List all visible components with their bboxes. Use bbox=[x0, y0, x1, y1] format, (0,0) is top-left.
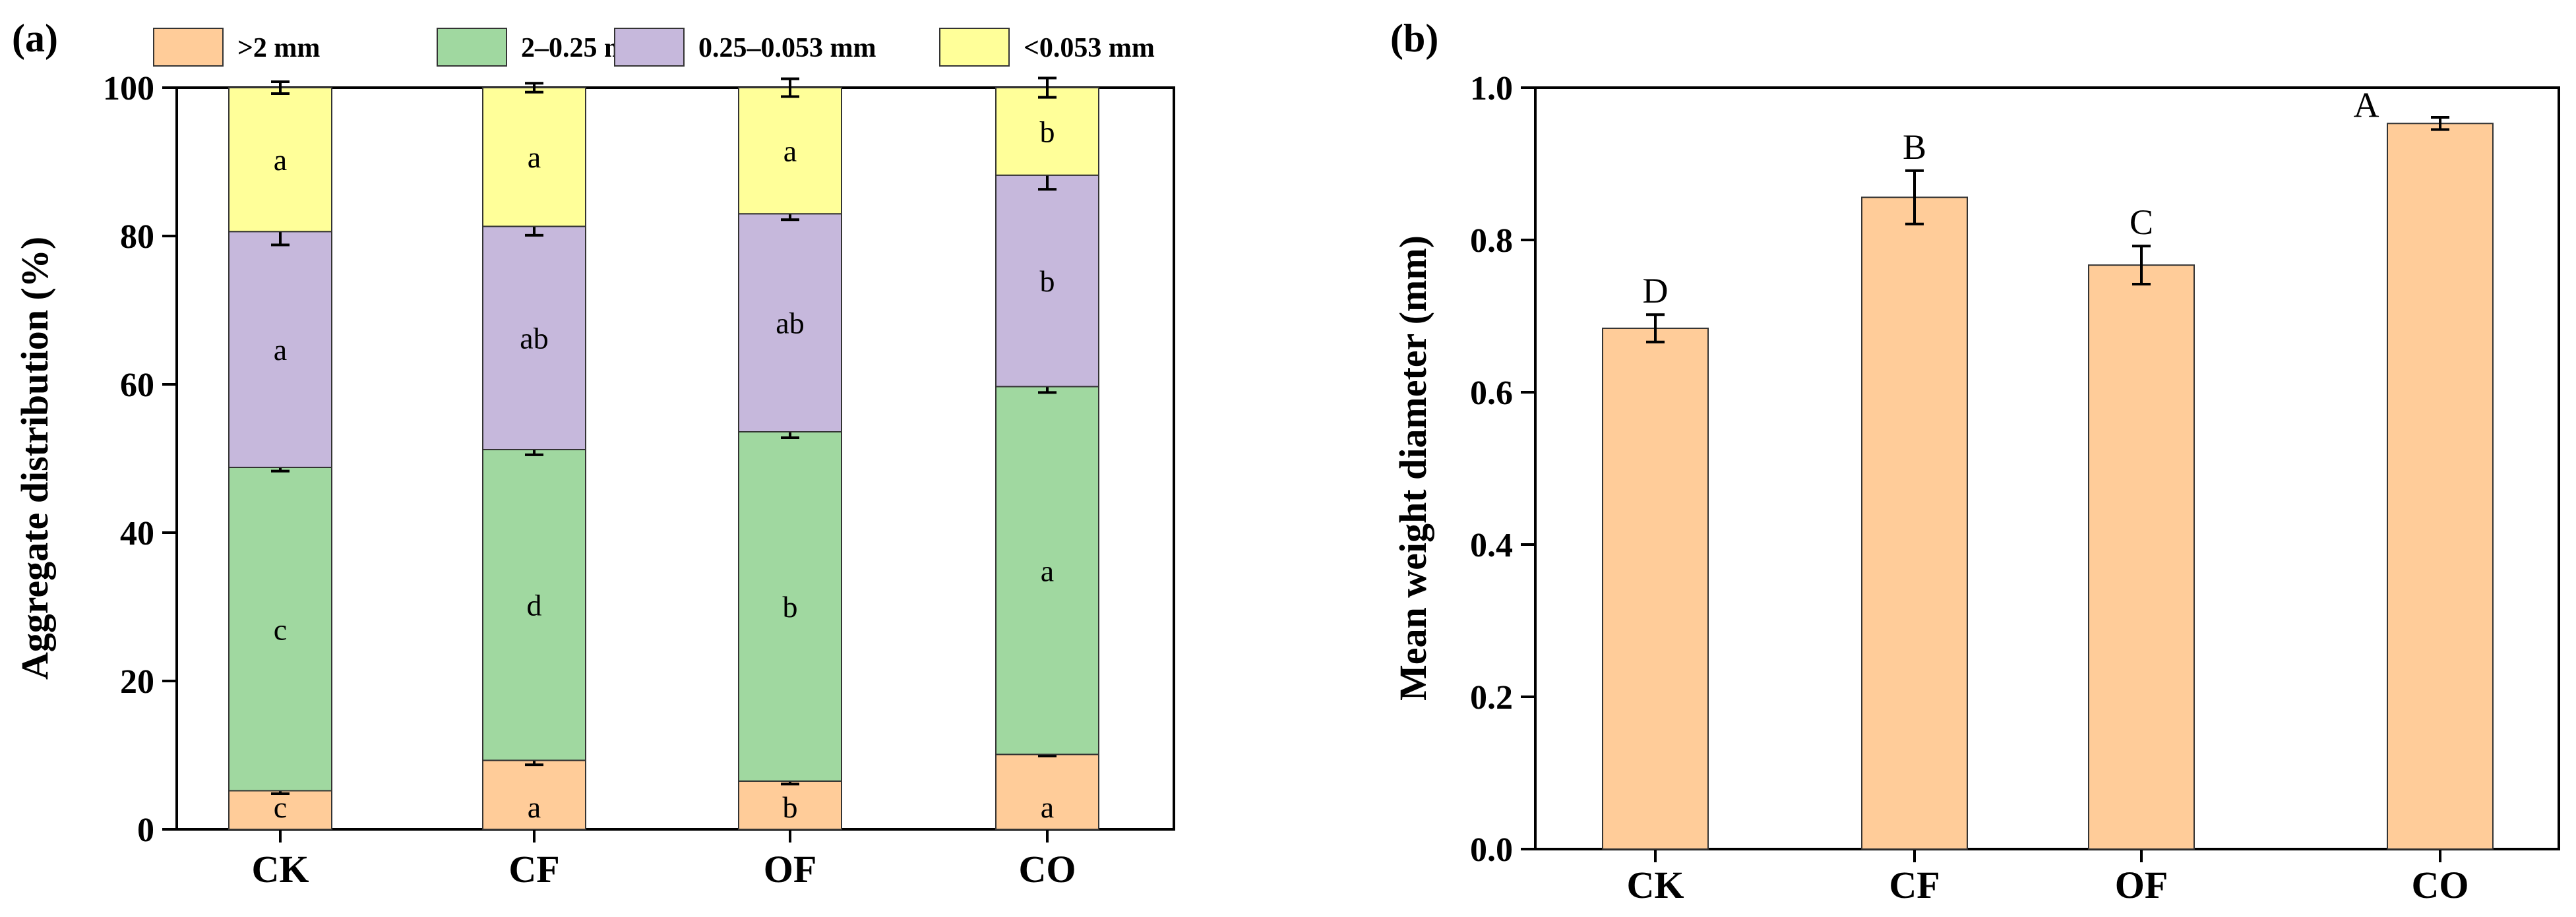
y-axis-title-a: Aggregate distribution (%) bbox=[13, 237, 56, 680]
legend-swatch bbox=[614, 28, 685, 67]
y-tick-label-b: 0.4 bbox=[1470, 527, 1513, 564]
legend-swatch bbox=[939, 28, 1010, 67]
y-tick-label-b: 0.0 bbox=[1470, 831, 1513, 869]
segment-letter: b bbox=[783, 790, 798, 824]
y-tick-label-a: 0 bbox=[137, 812, 154, 849]
bar-segment bbox=[738, 213, 842, 432]
y-tick-label-b: 0.6 bbox=[1470, 374, 1513, 412]
legend-swatch bbox=[437, 28, 507, 67]
x-tick-label-a: CO bbox=[1019, 848, 1076, 891]
x-tick-label-a: CK bbox=[252, 848, 309, 891]
x-tick-label-a: OF bbox=[764, 848, 817, 891]
segment-letter: a bbox=[274, 143, 287, 177]
y-tick-label-b: 1.0 bbox=[1470, 70, 1513, 107]
segment-letter: a bbox=[1041, 554, 1054, 587]
segment-letter: b bbox=[1040, 115, 1055, 148]
bar-segment bbox=[482, 449, 586, 761]
y-tick-label-a: 60 bbox=[120, 367, 154, 404]
x-tick-label-b: CO bbox=[2412, 864, 2469, 906]
legend: >2 mm 2–0.25 mm 0.25–0.053 mm <0.053 mm bbox=[153, 28, 1155, 67]
bar-segment bbox=[228, 87, 332, 233]
segment-letter: a bbox=[783, 134, 797, 168]
significance-letter: D bbox=[1643, 271, 1669, 311]
legend-swatch bbox=[153, 28, 224, 67]
segment-letter: b bbox=[783, 590, 798, 624]
bar-segment bbox=[738, 780, 842, 830]
y-tick-label-b: 0.8 bbox=[1470, 222, 1513, 260]
segment-letter: d bbox=[527, 589, 542, 622]
bar-segment bbox=[738, 431, 842, 782]
legend-label: <0.053 mm bbox=[1024, 33, 1155, 63]
y-tick-label-a: 40 bbox=[120, 515, 154, 552]
bar bbox=[2387, 123, 2494, 850]
bar-segment bbox=[995, 87, 1099, 176]
bar-segment bbox=[995, 386, 1099, 755]
y-tick-label-a: 100 bbox=[103, 70, 154, 107]
bar bbox=[1861, 196, 1968, 850]
bar-segment bbox=[482, 87, 586, 227]
x-tick-label-a: CF bbox=[508, 848, 559, 891]
x-tick-label-b: CF bbox=[1889, 864, 1940, 906]
segment-letter: a bbox=[1041, 790, 1054, 824]
significance-letter: C bbox=[2130, 202, 2153, 242]
segment-letter: a bbox=[274, 333, 287, 367]
significance-letter: A bbox=[2354, 85, 2379, 125]
significance-letter: B bbox=[1903, 127, 1926, 167]
plot-area-b: 0.0 0.2 0.4 0.6 0.8 1.0 CK CF OF CO D B C A bbox=[1470, 70, 2494, 906]
x-tick-label-b: OF bbox=[2115, 864, 2168, 906]
y-tick-label-a: 20 bbox=[120, 663, 154, 701]
y-tick-label-b: 0.2 bbox=[1470, 679, 1513, 717]
legend-label: >2 mm bbox=[237, 33, 320, 63]
y-tick-label-a: 80 bbox=[120, 218, 154, 256]
bar-segment bbox=[995, 754, 1099, 830]
x-tick-label-b: CK bbox=[1627, 864, 1684, 906]
panel-b-label: (b) bbox=[1390, 16, 1438, 60]
bar-segment bbox=[228, 231, 332, 468]
plot-area-a: 020406080100CKCFOFCOccDaaadCababbBabaaaA… bbox=[103, 70, 1099, 891]
bar-segment bbox=[995, 174, 1099, 388]
y-axis-title-b: Mean weight diameter (mm) bbox=[1392, 235, 1434, 701]
plot-frame-b bbox=[1534, 86, 2560, 850]
bar-segment bbox=[228, 467, 332, 792]
legend-label: 0.25–0.053 mm bbox=[698, 33, 876, 63]
panel-a-label: (a) bbox=[12, 16, 58, 60]
bar bbox=[2088, 264, 2195, 850]
segment-letter: a bbox=[528, 790, 541, 824]
segment-letter: c bbox=[274, 612, 287, 646]
segment-letter: c bbox=[274, 790, 287, 824]
segment-letter: ab bbox=[776, 307, 804, 340]
segment-letter: ab bbox=[520, 322, 548, 355]
plot-frame-a bbox=[175, 86, 1175, 831]
segment-letter: a bbox=[528, 140, 541, 174]
bar bbox=[1602, 327, 1709, 850]
bar-segment bbox=[738, 87, 842, 215]
segment-letter: b bbox=[1040, 264, 1055, 298]
